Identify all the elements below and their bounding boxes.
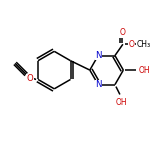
Text: N: N <box>95 80 101 89</box>
Text: O: O <box>120 28 126 37</box>
Text: OH: OH <box>138 66 150 75</box>
Text: O: O <box>129 40 135 49</box>
Text: N: N <box>95 51 101 60</box>
Text: OH: OH <box>116 98 128 107</box>
Text: CH₃: CH₃ <box>136 40 151 49</box>
Text: O: O <box>27 74 34 83</box>
